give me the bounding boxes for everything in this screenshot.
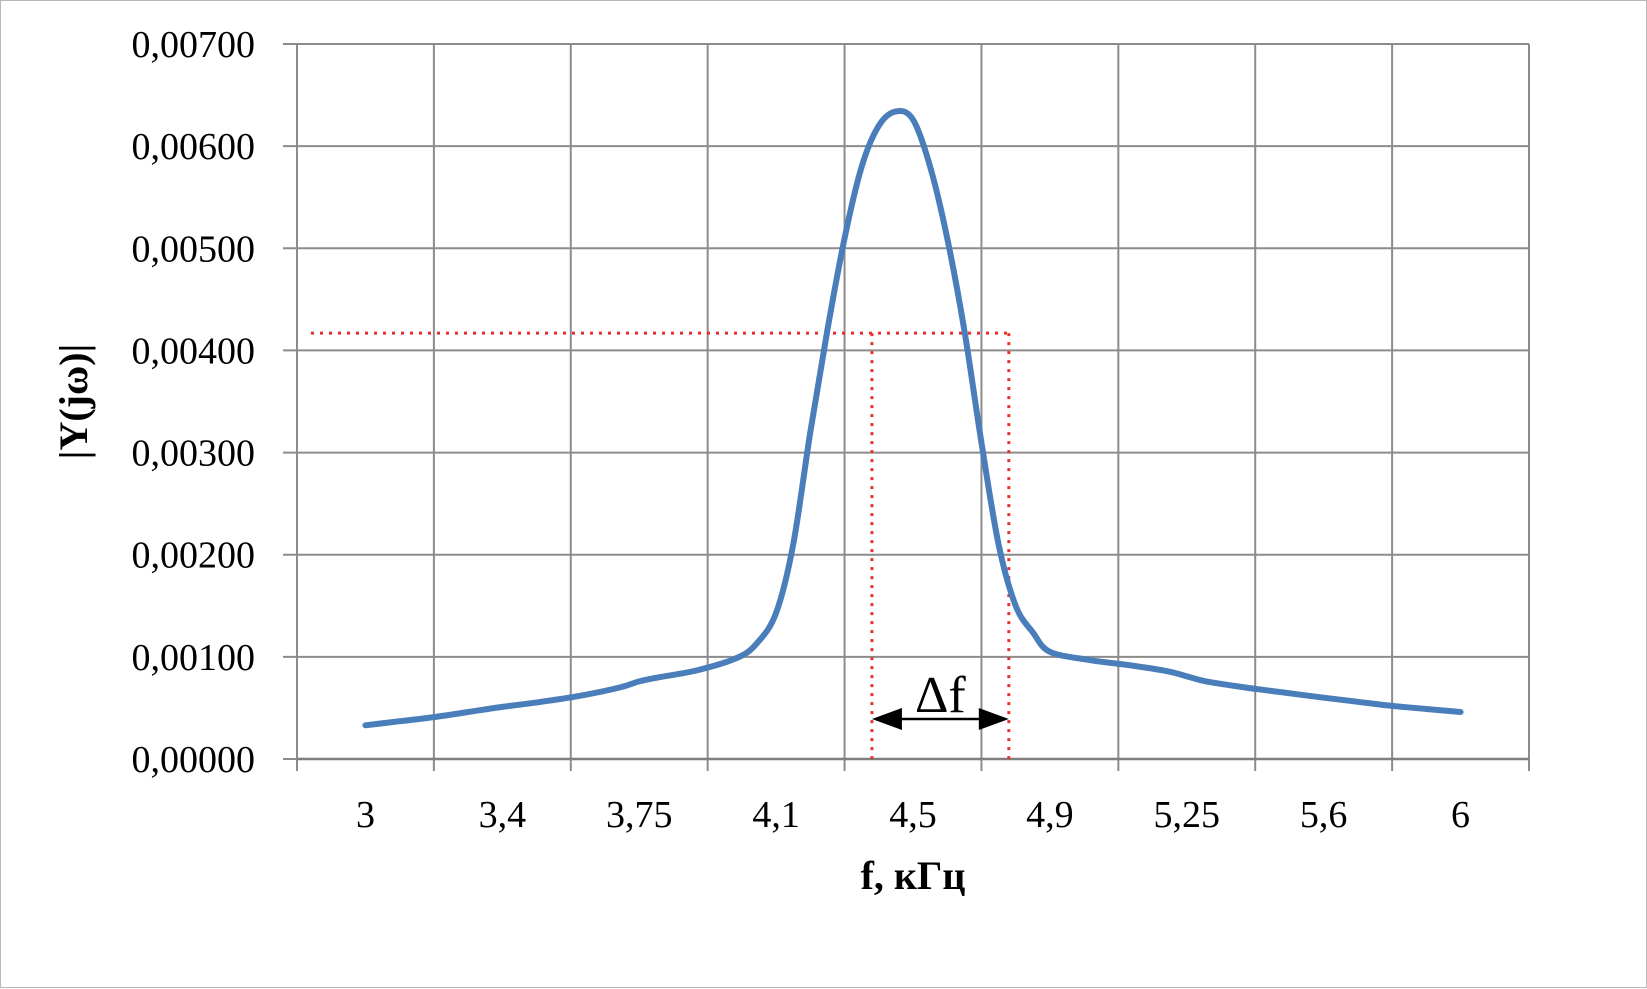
x-tick-label: 4,1 [752, 794, 800, 836]
horizontal-gridlines [283, 43, 1529, 760]
x-tick-labels: 3 3,4 3,75 4,1 4,5 4,9 5,25 5,6 6 [356, 794, 1470, 836]
arrow-head-left [871, 708, 902, 730]
series-line [362, 107, 1464, 729]
bandwidth-arrow [871, 708, 1009, 730]
x-tick-label: 4,9 [1026, 794, 1074, 836]
y-tick-label: 0,00000 [132, 739, 256, 781]
x-tick-label: 3,4 [479, 794, 527, 836]
y-axis-title: |Y(jω)| [51, 344, 96, 460]
y-tick-label: 0,00300 [132, 433, 256, 475]
x-tick-label: 6 [1451, 794, 1470, 836]
y-tick-label: 0,00600 [132, 126, 256, 168]
x-tick-label: 3 [356, 794, 375, 836]
y-tick-label: 0,00100 [132, 637, 256, 679]
y-tick-label: 0,00200 [132, 535, 256, 577]
x-tick-label: 4,5 [889, 794, 937, 836]
bandwidth-label: Δf [915, 667, 966, 724]
vertical-gridlines [296, 44, 1530, 771]
arrow-head-right [978, 708, 1009, 730]
y-tick-labels: 0,00000 0,00100 0,00200 0,00300 0,00400 0,005… [132, 24, 256, 781]
y-tick-label: 0,00700 [132, 24, 256, 66]
bandwidth-guides [311, 331, 1011, 759]
x-tick-label: 5,25 [1154, 794, 1221, 836]
y-tick-label: 0,00500 [132, 228, 256, 270]
x-tick-label: 5,6 [1300, 794, 1348, 836]
x-tick-label: 3,75 [606, 794, 673, 836]
x-axis-title: f, кГц [861, 853, 966, 898]
y-tick-label: 0,00400 [132, 330, 256, 372]
